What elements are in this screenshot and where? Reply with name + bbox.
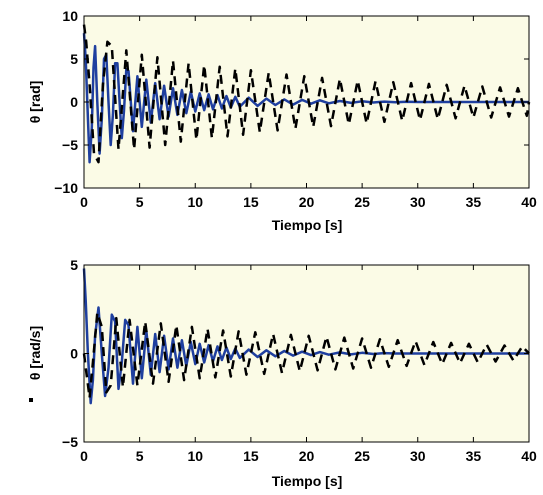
x-tick-label: 15 xyxy=(243,194,259,210)
y-axis-label: θ [rad/s] xyxy=(27,326,43,380)
x-tick-label: 10 xyxy=(187,194,203,210)
x-tick-label: 30 xyxy=(410,194,426,210)
theta-dot-marker xyxy=(29,398,33,402)
tick-layer: 0 5 10 15 20 25 30 35 40−505 xyxy=(62,257,537,464)
x-tick-label: 35 xyxy=(466,448,482,464)
y-tick-label: −5 xyxy=(62,434,78,450)
series-dashed-line xyxy=(82,24,531,164)
x-tick-label: 0 xyxy=(80,448,88,464)
y-tick-label: 0 xyxy=(70,346,78,362)
x-tick-label: 40 xyxy=(521,194,537,210)
series-dashed-line xyxy=(82,311,530,400)
y-tick-label: 10 xyxy=(62,8,78,24)
x-tick-label: 30 xyxy=(410,448,426,464)
x-tick-label: 10 xyxy=(187,448,203,464)
y-tick-label: −10 xyxy=(54,180,78,196)
y-tick-label: 5 xyxy=(70,257,78,273)
x-tick-label: 0 xyxy=(80,194,88,210)
x-axis-label: Tiempo [s] xyxy=(272,217,343,233)
y-tick-label: −5 xyxy=(62,137,78,153)
x-tick-label: 40 xyxy=(521,448,537,464)
x-tick-label: 5 xyxy=(136,194,144,210)
series-layer xyxy=(82,268,530,405)
x-tick-label: 25 xyxy=(354,194,370,210)
x-axis-label: Tiempo [s] xyxy=(272,473,343,489)
series-solid-line xyxy=(82,33,529,164)
x-tick-label: 15 xyxy=(243,448,259,464)
x-tick-label: 20 xyxy=(299,448,315,464)
x-tick-label: 25 xyxy=(354,448,370,464)
y-tick-label: 5 xyxy=(70,51,78,67)
y-tick-label: 0 xyxy=(70,94,78,110)
tick-layer: 0 5 10 15 20 25 30 35 40 −10 −5 0 5 10 xyxy=(54,8,537,210)
y-axis-label: θ [rad] xyxy=(27,81,43,124)
series-layer xyxy=(82,24,531,164)
x-tick-label: 20 xyxy=(299,194,315,210)
subplot-angular-velocity: 0 5 10 15 20 25 30 35 40−505 Tiempo [s] θ [rad/s… xyxy=(27,257,537,489)
x-tick-label: 5 xyxy=(136,448,144,464)
x-tick-label: 35 xyxy=(466,194,482,210)
subplot-angle: 0 5 10 15 20 25 30 35 40 −10 −5 0 5 10 Tiempo [s] θ [… xyxy=(27,8,537,233)
